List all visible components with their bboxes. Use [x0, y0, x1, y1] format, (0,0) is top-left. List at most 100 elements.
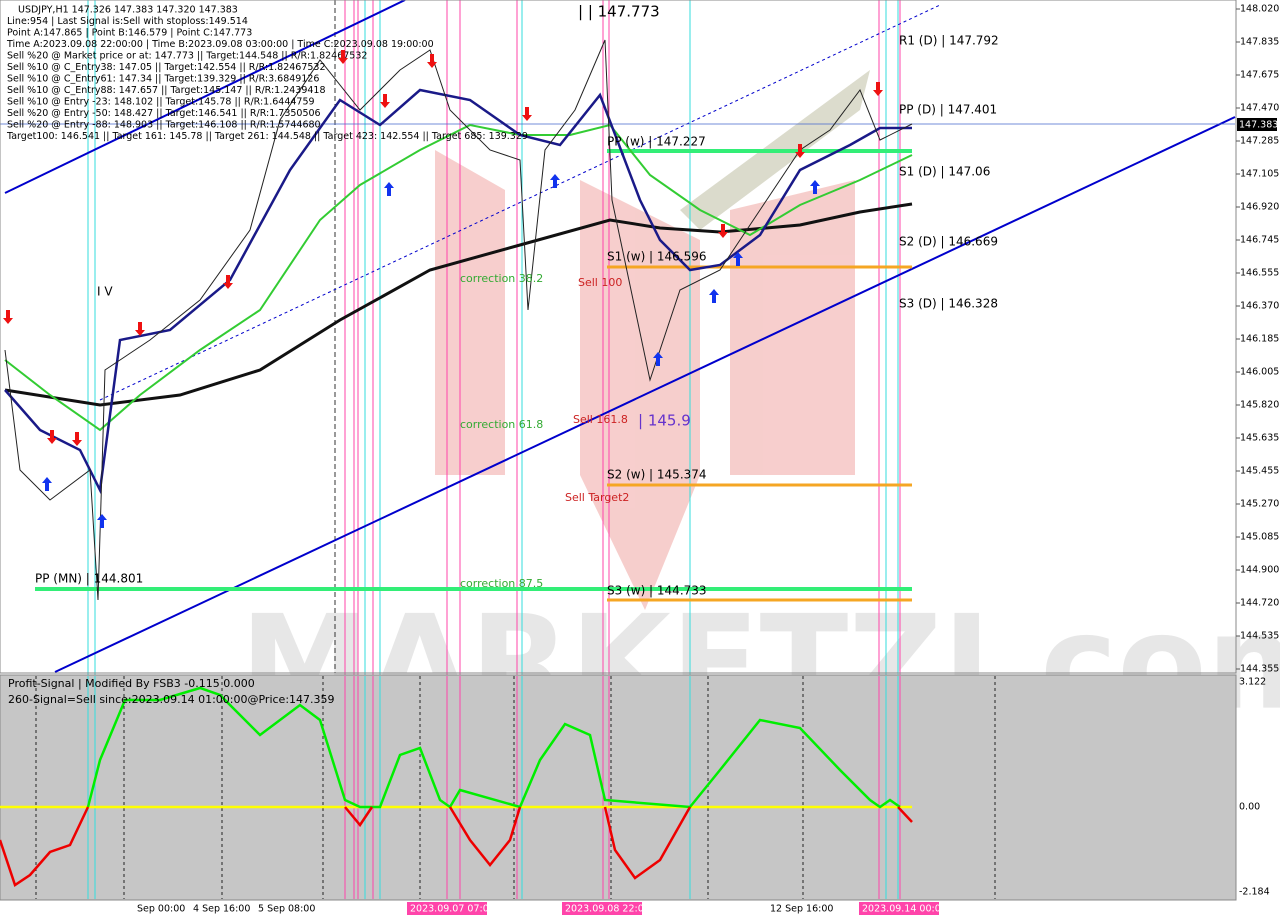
time-label: Sep 00:00 [137, 904, 185, 915]
header-line: Time A:2023.09.08 22:00:00 | Time B:2023… [6, 39, 434, 50]
price-label: 147.835 [1240, 37, 1279, 48]
sell-arrow [427, 54, 437, 68]
price-label: 144.535 [1240, 631, 1279, 642]
sell-arrow [3, 310, 13, 324]
price-label: 146.555 [1240, 268, 1279, 279]
price-label: 146.370 [1240, 301, 1279, 312]
chart-frame [0, 0, 1237, 674]
buy-arrow [550, 174, 560, 188]
level-label: S2 (w) | 145.374 [607, 468, 707, 482]
indicator-title: Profit-Signal | Modified By FSB3 -0.115 … [8, 677, 255, 690]
price-label: 144.900 [1240, 565, 1279, 576]
sell-label: Sell 100 [578, 276, 622, 289]
sell-arrow [47, 430, 57, 444]
sell-label: Sell Target2 [565, 491, 629, 504]
price-label: 145.820 [1240, 400, 1279, 411]
correction-label: correction 61.8 [460, 418, 543, 431]
indicator-panel [0, 674, 1237, 901]
ma-mid [4, 123, 913, 432]
price-label: 147.470 [1240, 103, 1279, 114]
sell-arrow [338, 50, 348, 64]
indicator-axis-label: -2.184 [1239, 887, 1270, 898]
buy-arrow [733, 252, 743, 266]
sell-arrow [223, 275, 233, 289]
header-line: Sell %10 @ Entry -23: 148.102 || Target:… [7, 97, 315, 108]
header-line: Target100: 146.541 || Target 161: 145.78… [6, 131, 528, 142]
buy-arrow [384, 182, 394, 196]
header-line: Point A:147.865 | Point B:146.579 | Poin… [7, 28, 252, 39]
sell-arrow [72, 432, 82, 446]
header-line: Sell %10 @ C_Entry38: 147.05 || Target:1… [7, 62, 326, 73]
sell-arrow [795, 144, 805, 158]
sell-arrow [873, 82, 883, 96]
time-label: 2023.09.14 00:00 [862, 904, 947, 915]
time-label: 5 Sep 08:00 [258, 904, 315, 915]
time-label: 2023.09.07 07:00 [410, 904, 495, 915]
sell-label: Sell 161.8 [573, 413, 628, 426]
price-label: 147.675 [1240, 70, 1279, 81]
indicator-grid [35, 676, 996, 899]
price-axis: 148.020 147.835 147.675 147.470 147.285 147.1… [1236, 4, 1279, 675]
sell-arrow [718, 224, 728, 238]
time-highlight [407, 902, 487, 915]
level-label: R1 (D) | 147.792 [899, 34, 999, 48]
level-label: S3 (w) | 144.733 [607, 584, 707, 598]
indicator-axis-label: 0.00 [1239, 802, 1260, 813]
level-label: S1 (D) | 147.06 [899, 165, 990, 179]
price-label: 146.745 [1240, 235, 1279, 246]
level-label: S3 (D) | 146.328 [899, 297, 998, 311]
ma-slow [4, 202, 913, 407]
wave-label: I V [97, 285, 113, 299]
buy-arrow [97, 514, 107, 528]
oscillator-down [0, 806, 90, 887]
oscillator-down [448, 806, 522, 868]
header-line: Line:954 | Last Signal is:Sell with stop… [7, 16, 248, 27]
time-axis: Sep 00:00 4 Sep 16:00 5 Sep 08:00 2023.09.0… [137, 902, 947, 915]
time-highlight [859, 902, 939, 915]
sell-arrow [522, 107, 532, 121]
price-label: 144.355 [1240, 664, 1279, 675]
price-label: 144.720 [1240, 598, 1279, 609]
buy-arrow [709, 289, 719, 303]
buy-arrow [42, 477, 52, 491]
buy-arrow [810, 180, 820, 194]
price-label: 145.635 [1240, 433, 1279, 444]
header-line: Sell %20 @ Market price or at: 147.773 |… [7, 51, 367, 62]
price-label: 146.185 [1240, 334, 1279, 345]
price-label: 145.270 [1240, 499, 1279, 510]
correction-label: correction 38.2 [460, 272, 543, 285]
header-line: Sell %10 @ C_Entry88: 147.657 || Target:… [7, 85, 326, 96]
price-label: 146.920 [1240, 202, 1279, 213]
oscillator-down [897, 806, 913, 823]
header-line: Sell %20 @ Entry -50: 148.427 || Target:… [7, 108, 321, 119]
time-highlight [562, 902, 642, 915]
level-label: S2 (D) | 146.669 [899, 235, 998, 249]
time-label: 12 Sep 16:00 [770, 904, 833, 915]
channel-upper [4, 0, 406, 194]
sell-arrow [380, 94, 390, 108]
current-price-box [1237, 118, 1277, 131]
channel-lower [54, 116, 1236, 673]
buy-arrow [653, 352, 663, 366]
level-label: PP (D) | 147.401 [899, 103, 997, 117]
price-label: 145.085 [1240, 532, 1279, 543]
level-label: PP (MN) | 144.801 [35, 572, 143, 586]
header-line: USDJPY,H1 147.326 147.383 147.320 147.38… [18, 5, 238, 16]
channel-mid [99, 4, 941, 401]
level-label: PP (w) | 147.227 [607, 135, 706, 149]
ma-fast [4, 88, 912, 495]
time-label: 4 Sep 16:00 [193, 904, 250, 915]
signal-arrows [3, 50, 883, 528]
header-line: Sell %20 @ Entry -88: 148.903 || Target:… [7, 120, 321, 131]
indicator-axis-label: 3.122 [1239, 677, 1266, 688]
sell-arrow [135, 322, 145, 336]
price [4, 39, 913, 601]
level-label: S1 (w) | 146.596 [607, 250, 707, 264]
indicator-signal: 260-Signal=Sell since:2023.09.14 01:00:0… [8, 693, 335, 706]
correction-label: correction 87.5 [460, 577, 543, 590]
header-line: Sell %10 @ C_Entry61: 147.34 || Target:1… [7, 74, 319, 85]
sell-price: | 145.9 [638, 412, 691, 430]
price-label: 147.285 [1240, 136, 1279, 147]
point-c-label: | | 147.773 [578, 3, 660, 21]
